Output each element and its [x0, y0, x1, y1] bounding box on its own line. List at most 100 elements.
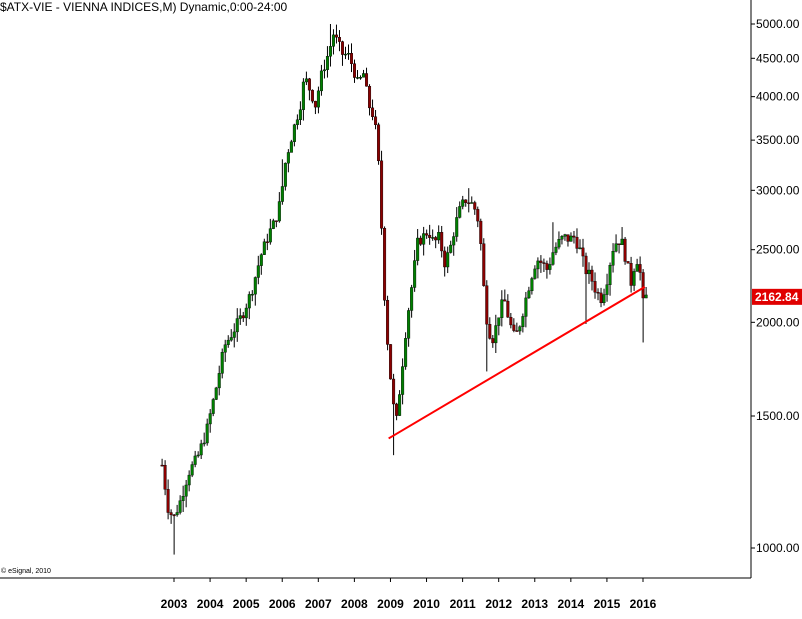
candle-body: [193, 455, 197, 465]
candle-body: [166, 489, 170, 513]
candle-body: [602, 294, 606, 304]
candle-body: [398, 394, 402, 416]
candle-body: [611, 251, 615, 266]
candle-body: [163, 465, 167, 490]
candle-body: [599, 292, 603, 304]
candle-body: [569, 235, 573, 242]
y-tick-label: 4000.00: [756, 90, 800, 104]
candle-body: [515, 330, 519, 332]
esignal-credit: © eSignal, 2010: [1, 567, 51, 575]
candle-body: [383, 228, 387, 301]
candle-body: [500, 299, 504, 318]
candle-body: [635, 264, 639, 272]
candle-body: [563, 234, 567, 237]
candle-body: [557, 239, 561, 248]
candle-body: [262, 241, 266, 255]
candle-body: [455, 217, 459, 237]
x-tick-label: 2013: [521, 597, 548, 611]
trendline-layer: [388, 286, 646, 440]
x-tick-label: 2008: [341, 597, 368, 611]
candle-body: [346, 53, 350, 55]
y-tick-label: 1500.00: [756, 409, 800, 423]
x-tick-label: 2014: [557, 597, 584, 611]
candle-body: [356, 77, 360, 79]
candle-body: [322, 69, 326, 72]
candle-body: [638, 264, 642, 273]
candle-body: [539, 260, 543, 263]
candle-body: [325, 56, 329, 70]
candle-body: [614, 243, 618, 252]
x-tick-label: 2016: [630, 597, 657, 611]
candle-body: [566, 234, 570, 242]
candle-body: [232, 331, 236, 338]
candle-body: [410, 287, 414, 311]
candle-body: [283, 162, 287, 187]
candle-body: [581, 247, 585, 257]
candle-body: [641, 272, 645, 299]
candle-body: [301, 81, 305, 110]
candle-body: [617, 243, 621, 245]
candle-body: [512, 324, 516, 331]
y-tick-label: 3500.00: [756, 133, 800, 147]
candle-body: [419, 237, 423, 245]
x-tick-label: 2005: [233, 597, 260, 611]
candle-body: [470, 202, 474, 204]
candle-body: [289, 141, 293, 153]
candle-body: [229, 337, 233, 341]
candle-body: [253, 277, 257, 295]
candle-body: [626, 261, 630, 264]
candle-body: [545, 263, 549, 270]
x-tick-label: 2012: [485, 597, 512, 611]
candle-body: [160, 464, 164, 467]
candle-body: [572, 235, 576, 238]
candle-body: [452, 236, 456, 246]
candle-body: [187, 474, 191, 486]
candle-body: [542, 262, 546, 264]
last-value-box: [752, 288, 802, 305]
candle-body: [244, 307, 248, 319]
candle-body: [292, 124, 296, 142]
candle-body: [497, 317, 501, 326]
candle-body: [608, 265, 612, 285]
candle-body: [473, 202, 477, 210]
candle-body: [554, 246, 558, 253]
candle-body: [371, 107, 375, 117]
candle-body: [365, 73, 369, 87]
candle-body: [316, 90, 320, 108]
candle-body: [172, 514, 176, 517]
candle-body: [202, 442, 206, 445]
candle-body: [506, 300, 510, 318]
candle-body: [247, 294, 251, 309]
candle-body: [434, 237, 438, 241]
candle-body: [416, 237, 420, 261]
y-tick-label: 1000.00: [756, 541, 800, 555]
candle-body: [295, 119, 299, 125]
candle-body: [404, 338, 408, 367]
candle-body: [593, 281, 597, 293]
candle-body: [353, 63, 357, 78]
candle-body: [265, 241, 269, 243]
candle-body: [223, 344, 227, 353]
candle-body: [319, 70, 323, 92]
candle-body: [274, 220, 278, 222]
candle-body: [374, 116, 378, 125]
candle-body: [211, 399, 215, 414]
candle-body: [518, 326, 522, 332]
candle-body: [271, 220, 275, 229]
candle-body: [431, 237, 435, 239]
candle-body: [395, 403, 399, 416]
candle-body: [328, 46, 332, 57]
candle-body: [217, 373, 221, 389]
candle-body: [536, 260, 540, 270]
last-value-marker: 2162.84: [752, 288, 802, 305]
candle-body: [413, 260, 417, 288]
candle-body: [623, 238, 627, 262]
candle-body: [491, 338, 495, 344]
candle-body: [259, 254, 263, 266]
candle-body: [407, 310, 411, 339]
candle-body: [175, 512, 179, 516]
candle-body: [479, 220, 483, 244]
candle-body: [587, 269, 591, 275]
